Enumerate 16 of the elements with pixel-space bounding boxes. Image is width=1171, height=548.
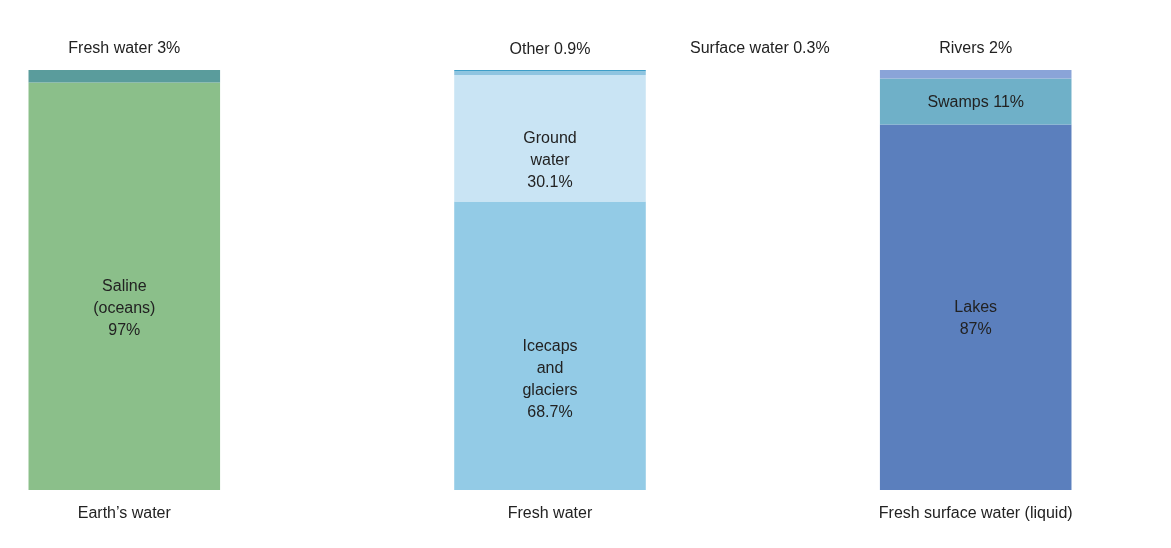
text: Swamps 11%: [927, 92, 1025, 110]
data-label: 97%: [108, 321, 141, 339]
series-label: Saline (oceans): [93, 277, 156, 317]
data-label: 87%: [959, 320, 992, 338]
series-label: Lakes: [954, 298, 998, 316]
x-tick-label: Fresh water: [507, 503, 593, 521]
series-label: Ground water: [523, 129, 577, 169]
data-label: 30.1%: [527, 173, 573, 191]
x-tick-label: Earth’s water: [77, 503, 172, 521]
text: Fresh water 3%: [68, 39, 181, 56]
text: Rivers 2%: [939, 39, 1013, 56]
data-label: 68.7%: [527, 402, 573, 420]
x-tick-label: Fresh surface water (liquid): [878, 503, 1073, 521]
text: Surface water 0.3%: [690, 39, 830, 56]
series-label: Icecaps and glaciers: [522, 336, 578, 398]
text: Other 0.9%: [509, 40, 591, 58]
